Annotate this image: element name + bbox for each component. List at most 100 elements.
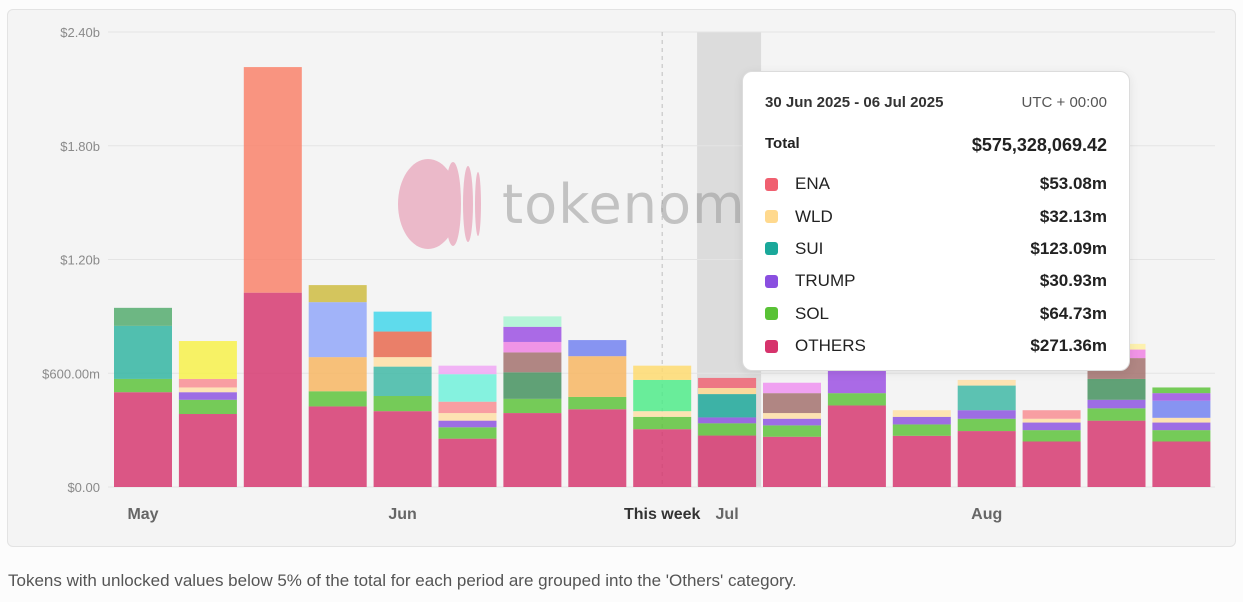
bar-segment[interactable] (698, 377, 757, 388)
bar-segment[interactable] (438, 427, 497, 439)
bar-segment[interactable] (957, 418, 1016, 432)
token-value: $53.08m (1039, 174, 1107, 194)
bar-segment[interactable] (503, 398, 562, 414)
token-value: $30.93m (1039, 271, 1107, 291)
bar-segment[interactable] (957, 431, 1016, 487)
bar-segment[interactable] (1087, 399, 1146, 409)
bar-segment[interactable] (438, 420, 497, 428)
bar-segment[interactable] (503, 413, 562, 487)
legend-swatch (765, 274, 778, 288)
bar-segment[interactable] (1152, 417, 1211, 423)
bar-segment[interactable] (892, 424, 951, 436)
bar-segment[interactable] (503, 341, 562, 353)
bar-segment[interactable] (1152, 422, 1211, 431)
bar-segment[interactable] (763, 418, 821, 426)
bar-segment[interactable] (308, 285, 367, 303)
bar-segment[interactable] (243, 67, 302, 293)
bar-segment[interactable] (308, 406, 367, 487)
bar-segment[interactable] (373, 357, 432, 367)
bar-segment[interactable] (1087, 378, 1146, 400)
tooltip-row: TRUMP $30.93m (765, 265, 1107, 297)
x-tick-label: Jul (716, 506, 739, 523)
bar-segment[interactable] (438, 374, 497, 402)
bar-segment[interactable] (114, 392, 172, 487)
bar-segment[interactable] (373, 311, 432, 332)
bar-segment[interactable] (957, 410, 1016, 419)
bar-segment[interactable] (178, 414, 237, 487)
bar-segment[interactable] (178, 387, 237, 393)
bar-segment[interactable] (438, 413, 497, 421)
y-tick-label: $1.80b (60, 139, 100, 154)
bar-segment[interactable] (763, 382, 821, 394)
bar-segment[interactable] (308, 357, 367, 392)
bar-segment[interactable] (308, 302, 367, 358)
bar-segment[interactable] (698, 387, 757, 395)
bar-segment[interactable] (827, 368, 886, 394)
tooltip-date-range: 30 Jun 2025 - 06 Jul 2025 (765, 94, 944, 111)
bar-segment[interactable] (438, 438, 497, 487)
bar-segment[interactable] (633, 365, 692, 380)
bar-segment[interactable] (568, 396, 627, 410)
bar-segment[interactable] (633, 379, 692, 412)
bar-segment[interactable] (243, 292, 302, 487)
bar-segment[interactable] (763, 413, 821, 419)
bar-segment[interactable] (114, 325, 172, 379)
bar-segment[interactable] (957, 379, 1016, 386)
bar-segment[interactable] (178, 378, 237, 388)
bar-segment[interactable] (763, 436, 821, 487)
bar-segment[interactable] (114, 307, 172, 326)
tooltip-row: OTHERS $271.36m (765, 330, 1107, 362)
bar-segment[interactable] (892, 410, 951, 417)
bar-segment[interactable] (178, 392, 237, 400)
bar-segment[interactable] (503, 326, 562, 342)
bar-segment[interactable] (373, 366, 432, 396)
bar-segment[interactable] (308, 391, 367, 407)
bar-segment[interactable] (1152, 387, 1211, 394)
bar-segment[interactable] (892, 435, 951, 487)
bar-segment[interactable] (1022, 441, 1081, 488)
bar-segment[interactable] (503, 372, 562, 399)
bar-segment[interactable] (373, 331, 432, 358)
token-name: WLD (795, 206, 833, 226)
bar-segment[interactable] (1152, 441, 1211, 488)
bar-segment[interactable] (763, 393, 821, 414)
bar-segment[interactable] (568, 409, 627, 487)
bar-segment[interactable] (633, 416, 692, 430)
bar-segment[interactable] (1022, 418, 1081, 423)
bar-segment[interactable] (1022, 422, 1081, 431)
bar-segment[interactable] (1087, 420, 1146, 487)
bar-segment[interactable] (698, 435, 757, 487)
bar-segment[interactable] (1022, 430, 1081, 442)
bar-segment[interactable] (957, 385, 1016, 411)
bar-segment[interactable] (827, 393, 886, 406)
bar-segment[interactable] (633, 429, 692, 487)
bar-segment[interactable] (178, 399, 237, 415)
bar-segment[interactable] (503, 316, 562, 327)
bar-segment[interactable] (438, 365, 497, 375)
bar-segment[interactable] (1152, 400, 1211, 418)
bar-segment[interactable] (698, 394, 757, 418)
bar-segment[interactable] (178, 341, 237, 379)
bar-segment[interactable] (698, 423, 757, 436)
bar-segment[interactable] (892, 416, 951, 425)
bar-segment[interactable] (1022, 410, 1081, 419)
y-tick-label: $600.00m (42, 366, 100, 381)
bar-segment[interactable] (438, 401, 497, 414)
bar-segment[interactable] (1152, 430, 1211, 442)
bar-segment[interactable] (827, 405, 886, 487)
bar-segment[interactable] (698, 417, 757, 424)
bar-segment[interactable] (373, 411, 432, 487)
bar-segment[interactable] (568, 340, 627, 357)
x-tick-label: May (127, 506, 158, 523)
bar-segment[interactable] (503, 352, 562, 373)
unlock-bar-chart[interactable]: $0.00 $600.00m $1.20b $1.80b $2.40b May Jun Thi… (0, 0, 1243, 548)
bar-segment[interactable] (114, 378, 172, 393)
tooltip-timezone: UTC + 00:00 (1021, 94, 1107, 111)
bar-segment[interactable] (763, 425, 821, 437)
bar-segment[interactable] (1152, 393, 1211, 401)
bar-segment[interactable] (373, 396, 432, 412)
bar-segment[interactable] (568, 356, 627, 397)
bar-segment[interactable] (1087, 408, 1146, 421)
legend-swatch (765, 242, 778, 256)
bar-segment[interactable] (633, 411, 692, 417)
